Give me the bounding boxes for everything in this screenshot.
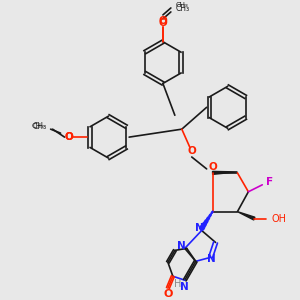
Text: CH₃: CH₃ xyxy=(32,123,45,129)
Text: OH: OH xyxy=(271,214,286,224)
Text: N: N xyxy=(177,242,186,251)
Text: H: H xyxy=(174,279,182,289)
Text: O: O xyxy=(163,289,172,299)
Polygon shape xyxy=(212,171,237,174)
Text: CH₃: CH₃ xyxy=(32,122,47,131)
Text: O: O xyxy=(158,18,167,28)
Text: F: F xyxy=(266,177,273,187)
Polygon shape xyxy=(237,212,255,220)
Text: O: O xyxy=(64,132,73,142)
Text: CH₃: CH₃ xyxy=(176,4,190,14)
Text: N: N xyxy=(180,282,189,292)
Text: O: O xyxy=(208,162,217,172)
Text: CH₃: CH₃ xyxy=(176,2,189,8)
Text: N: N xyxy=(207,254,216,264)
Text: O: O xyxy=(158,16,167,26)
Text: N: N xyxy=(195,223,204,232)
Text: O: O xyxy=(64,132,73,142)
Text: O: O xyxy=(188,146,196,156)
